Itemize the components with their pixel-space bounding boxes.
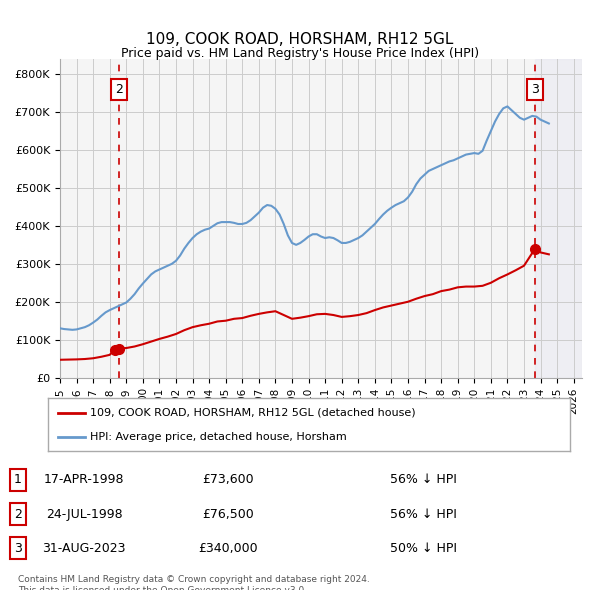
Text: £340,000: £340,000 bbox=[198, 542, 258, 555]
Text: 24-JUL-1998: 24-JUL-1998 bbox=[46, 507, 122, 520]
Text: 2: 2 bbox=[14, 507, 22, 520]
Bar bbox=[535, 59, 582, 378]
Text: 2: 2 bbox=[115, 83, 123, 96]
Text: 31-AUG-2023: 31-AUG-2023 bbox=[42, 542, 126, 555]
Text: 3: 3 bbox=[531, 83, 539, 96]
Text: 17-APR-1998: 17-APR-1998 bbox=[44, 473, 124, 487]
Text: HPI: Average price, detached house, Horsham: HPI: Average price, detached house, Hors… bbox=[90, 432, 347, 442]
Text: 1: 1 bbox=[14, 473, 22, 487]
Text: 56% ↓ HPI: 56% ↓ HPI bbox=[390, 507, 457, 520]
Text: 56% ↓ HPI: 56% ↓ HPI bbox=[390, 473, 457, 487]
Text: 3: 3 bbox=[14, 542, 22, 555]
Text: 109, COOK ROAD, HORSHAM, RH12 5GL (detached house): 109, COOK ROAD, HORSHAM, RH12 5GL (detac… bbox=[90, 408, 415, 418]
Text: 50% ↓ HPI: 50% ↓ HPI bbox=[390, 542, 457, 555]
Text: £76,500: £76,500 bbox=[202, 507, 254, 520]
Text: Contains HM Land Registry data © Crown copyright and database right 2024.
This d: Contains HM Land Registry data © Crown c… bbox=[18, 575, 370, 590]
Text: 109, COOK ROAD, HORSHAM, RH12 5GL: 109, COOK ROAD, HORSHAM, RH12 5GL bbox=[146, 32, 454, 47]
Text: Price paid vs. HM Land Registry's House Price Index (HPI): Price paid vs. HM Land Registry's House … bbox=[121, 47, 479, 60]
Text: £73,600: £73,600 bbox=[202, 473, 254, 487]
